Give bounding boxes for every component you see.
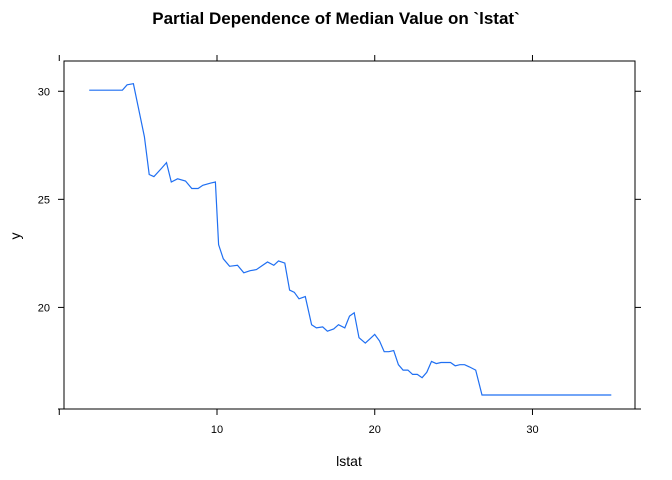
plot-frame [63, 60, 636, 410]
y-axis-label: y [7, 233, 23, 240]
chart-title: Partial Dependence of Median Value on `l… [152, 9, 519, 28]
y-tick-label: 20 [38, 302, 50, 314]
x-tick-label: 10 [211, 424, 223, 436]
x-tick-label: 20 [369, 424, 381, 436]
x-tick-label: 30 [526, 424, 538, 436]
y-tick-label: 25 [38, 194, 50, 206]
pdp-series-points [88, 83, 612, 396]
pdp-series-line [89, 83, 612, 396]
x-axis-label: lstat [336, 453, 362, 469]
y-tick-label: 30 [38, 86, 50, 98]
axis-tick-labels: 10 20 30 20 25 30 [38, 86, 539, 436]
axis-ticks [58, 55, 641, 415]
